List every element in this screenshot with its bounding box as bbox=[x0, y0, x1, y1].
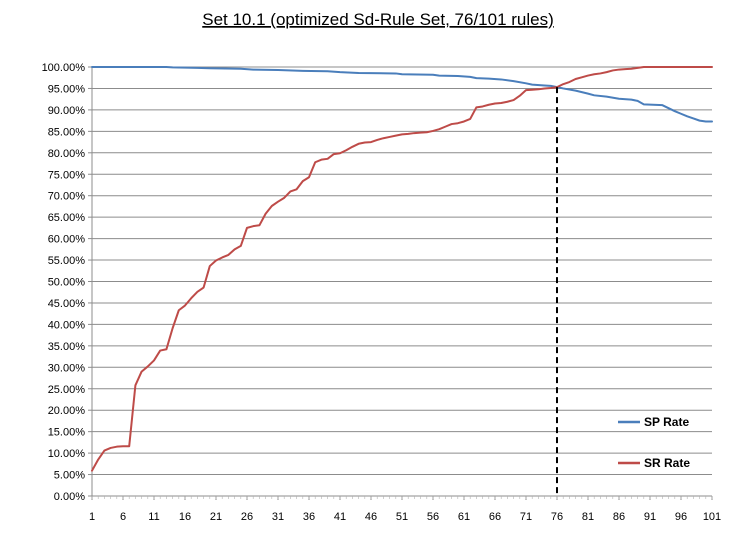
y-tick-label: 20.00% bbox=[48, 405, 86, 417]
x-tick-label: 6 bbox=[120, 511, 126, 523]
x-tick-label: 101 bbox=[703, 511, 721, 523]
y-tick-label: 15.00% bbox=[48, 427, 86, 439]
series-line-sp-rate bbox=[91, 66, 713, 123]
plot-series bbox=[91, 66, 713, 496]
x-tick-label: 86 bbox=[613, 511, 625, 523]
x-tick-label: 56 bbox=[427, 511, 439, 523]
y-tick-label: 95.00% bbox=[48, 83, 86, 95]
gridlines bbox=[92, 66, 712, 476]
x-tick-label: 91 bbox=[644, 511, 656, 523]
y-tick-label: 100.00% bbox=[42, 62, 86, 74]
y-tick-label: 75.00% bbox=[48, 169, 86, 181]
x-tick-label: 71 bbox=[520, 511, 532, 523]
y-tick-label: 35.00% bbox=[48, 341, 86, 353]
legend: SP Rate SR Rate bbox=[618, 415, 690, 470]
chart-title: Set 10.1 (optimized Sd-Rule Set, 76/101 … bbox=[202, 10, 554, 29]
y-tick-label: 70.00% bbox=[48, 191, 86, 203]
x-tick-label: 16 bbox=[179, 511, 191, 523]
title-group: Set 10.1 (optimized Sd-Rule Set, 76/101 … bbox=[202, 10, 554, 29]
y-tick-label: 25.00% bbox=[48, 384, 86, 396]
x-tick-label: 61 bbox=[458, 511, 470, 523]
axes: 0.00% 5.00% 10.00% 15.00% 20.00% 25.00% 30.00%… bbox=[42, 62, 722, 523]
y-tick-label: 50.00% bbox=[48, 277, 86, 289]
y-tick-label: 45.00% bbox=[48, 298, 86, 310]
x-tick-label: 36 bbox=[303, 511, 315, 523]
y-tick-label: 60.00% bbox=[48, 234, 86, 246]
y-tick-label: 65.00% bbox=[48, 212, 86, 224]
y-tick-label: 85.00% bbox=[48, 126, 86, 138]
x-tick-label: 66 bbox=[489, 511, 501, 523]
y-tick-label: 30.00% bbox=[48, 362, 86, 374]
x-tick-label: 21 bbox=[210, 511, 222, 523]
legend-label: SP Rate bbox=[644, 415, 689, 429]
series-line-sr-rate bbox=[91, 66, 713, 472]
y-tick-label: 90.00% bbox=[48, 105, 86, 117]
y-tick-label: 5.00% bbox=[54, 470, 85, 482]
x-tick-label: 51 bbox=[396, 511, 408, 523]
legend-label: SR Rate bbox=[644, 456, 690, 470]
x-tick-label: 46 bbox=[365, 511, 377, 523]
y-tick-label: 55.00% bbox=[48, 255, 86, 267]
x-tick-label: 1 bbox=[89, 511, 95, 523]
y-tick-label: 10.00% bbox=[48, 448, 86, 460]
x-tick-label: 31 bbox=[272, 511, 284, 523]
x-tick-label: 26 bbox=[241, 511, 253, 523]
x-tick-label: 76 bbox=[551, 511, 563, 523]
x-tick-label: 96 bbox=[675, 511, 687, 523]
x-tick-label: 41 bbox=[334, 511, 346, 523]
y-tick-label: 0.00% bbox=[54, 491, 85, 503]
x-tick-label: 11 bbox=[148, 511, 159, 523]
x-tick-label: 81 bbox=[582, 511, 594, 523]
y-tick-label: 40.00% bbox=[48, 319, 86, 331]
y-tick-label: 80.00% bbox=[48, 148, 86, 160]
